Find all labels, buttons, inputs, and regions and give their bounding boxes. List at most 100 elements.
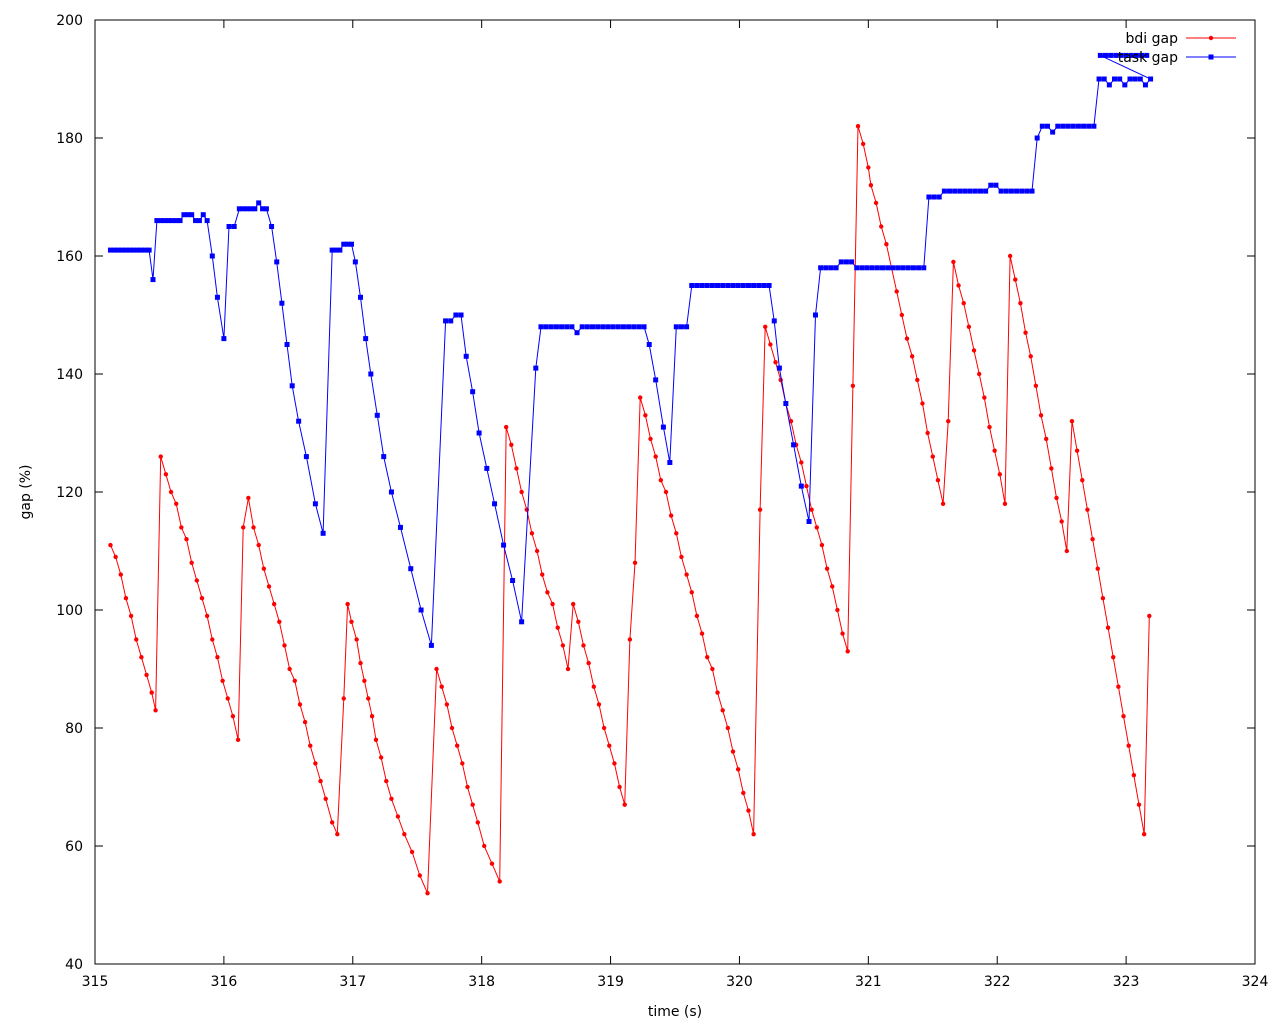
data-point — [704, 283, 710, 288]
data-point — [363, 336, 369, 342]
data-point — [482, 843, 487, 849]
data-point — [894, 289, 899, 294]
data-point — [646, 342, 652, 347]
data-point — [631, 324, 637, 330]
x-tick-label: 320 — [726, 974, 753, 990]
axis-ticks — [94, 19, 1256, 965]
data-point — [735, 283, 741, 288]
data-point — [444, 702, 450, 707]
data-point — [1144, 52, 1150, 58]
data-point — [417, 873, 422, 878]
data-point — [947, 188, 953, 194]
data-point — [503, 424, 509, 430]
data-point — [689, 590, 694, 595]
data-point — [236, 206, 242, 212]
data-point — [1014, 188, 1020, 194]
data-point — [454, 743, 460, 748]
data-point — [1121, 714, 1126, 719]
data-point — [663, 489, 669, 495]
data-point — [581, 643, 586, 648]
data-point — [1033, 383, 1039, 388]
data-point — [165, 218, 171, 224]
data-point — [341, 696, 346, 701]
data-point — [214, 294, 220, 300]
data-point — [538, 324, 544, 330]
data-point — [128, 613, 134, 619]
data-point — [553, 324, 559, 330]
data-point — [465, 784, 470, 790]
y-tick-label: 100 — [56, 603, 83, 619]
data-point — [998, 188, 1004, 194]
data-point — [627, 637, 633, 642]
data-point — [545, 590, 550, 595]
data-point — [497, 879, 502, 884]
data-point — [263, 206, 269, 212]
data-point — [977, 188, 983, 194]
data-point — [366, 696, 371, 701]
data-point — [873, 200, 879, 206]
data-point — [153, 708, 158, 713]
data-point — [235, 737, 241, 742]
data-point — [303, 454, 309, 460]
data-point — [418, 607, 424, 613]
y-tick-label: 160 — [56, 249, 83, 265]
data-point — [895, 265, 901, 271]
data-point — [946, 419, 951, 424]
data-point — [1137, 76, 1143, 82]
data-point — [638, 395, 643, 400]
data-point — [900, 265, 906, 271]
data-point — [296, 418, 302, 424]
data-point — [1126, 743, 1131, 748]
data-point — [925, 430, 930, 436]
data-point — [389, 796, 394, 801]
data-point — [282, 643, 287, 648]
data-point — [600, 324, 606, 330]
data-point — [173, 218, 179, 224]
data-point — [374, 412, 380, 418]
data-point — [226, 224, 232, 229]
data-point — [622, 802, 627, 807]
data-point — [534, 548, 540, 554]
data-point — [199, 596, 205, 601]
data-point — [715, 283, 721, 288]
data-point — [935, 478, 941, 483]
data-point — [540, 572, 545, 577]
data-point — [402, 832, 407, 837]
x-tick-label: 316 — [211, 974, 238, 990]
data-point — [1097, 52, 1103, 58]
data-point — [1102, 52, 1108, 58]
data-point — [574, 330, 580, 336]
data-point — [335, 832, 340, 837]
data-point — [632, 560, 638, 565]
data-point — [162, 218, 168, 224]
data-point — [163, 472, 169, 477]
data-point — [510, 578, 516, 583]
x-tick-label: 321 — [855, 974, 882, 990]
legend-swatch-marker — [1208, 35, 1214, 41]
y-tick-label: 180 — [56, 131, 83, 147]
data-point — [1132, 76, 1138, 82]
data-point — [976, 371, 982, 377]
data-point — [916, 265, 922, 271]
data-point — [138, 247, 144, 253]
data-point — [179, 525, 184, 530]
data-point — [463, 353, 469, 359]
data-point — [1113, 52, 1119, 58]
data-point — [636, 324, 642, 330]
data-point — [150, 277, 156, 283]
data-point — [476, 430, 482, 436]
data-point — [448, 318, 454, 324]
data-point — [200, 212, 206, 218]
data-point — [240, 206, 246, 212]
data-point — [131, 247, 137, 253]
data-point — [289, 383, 295, 389]
data-point — [694, 283, 700, 288]
data-point — [189, 560, 194, 565]
y-tick-label: 200 — [56, 13, 83, 29]
data-point — [373, 737, 379, 742]
data-point — [674, 531, 679, 536]
data-point — [225, 696, 230, 701]
data-point — [1081, 123, 1087, 129]
data-point — [352, 259, 358, 265]
data-point — [972, 188, 978, 194]
